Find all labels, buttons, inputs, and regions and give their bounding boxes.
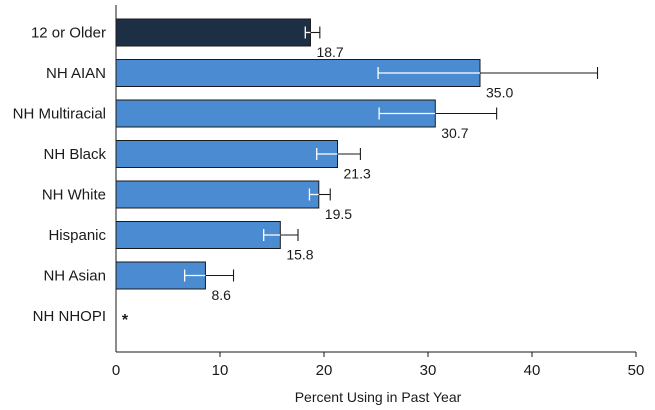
bar	[115, 140, 339, 168]
bar	[115, 180, 320, 209]
value-label: 18.7	[316, 44, 343, 60]
category-label: NH Black	[43, 146, 106, 163]
category-label: NH White	[42, 187, 106, 204]
category-label: NH NHOPI	[33, 308, 106, 325]
category-label: NH Asian	[43, 268, 106, 285]
category-label: Hispanic	[48, 227, 106, 244]
category-label: NH AIAN	[46, 65, 106, 82]
value-label: 21.3	[344, 166, 371, 182]
x-tick-label: 20	[316, 362, 333, 379]
x-axis: 0 10 20 30 40 50	[112, 5, 645, 379]
x-axis-title: Percent Using in Past Year	[295, 389, 462, 405]
bar	[115, 18, 311, 47]
bar	[115, 221, 281, 249]
value-label: 19.5	[325, 206, 352, 222]
x-tick-label: 0	[112, 362, 120, 379]
x-tick-label: 40	[524, 362, 541, 379]
category-labels: 12 or Older NH AIAN NH Multiracial NH Black…	[13, 25, 107, 326]
suppressed-marker: *	[122, 312, 129, 329]
value-label: 30.7	[441, 125, 468, 141]
value-label: 8.6	[211, 287, 231, 303]
category-label: NH Multiracial	[13, 106, 106, 123]
category-label: 12 or Older	[31, 25, 106, 42]
x-tick-label: 10	[212, 362, 229, 379]
x-tick-label: 50	[628, 362, 645, 379]
value-label: 35.0	[486, 85, 513, 101]
bars: 18.7 35.0 30.7 21.3 19.5 15.8 8.6 *	[115, 18, 599, 329]
x-tick-label: 30	[420, 362, 437, 379]
value-label: 15.8	[286, 247, 313, 263]
